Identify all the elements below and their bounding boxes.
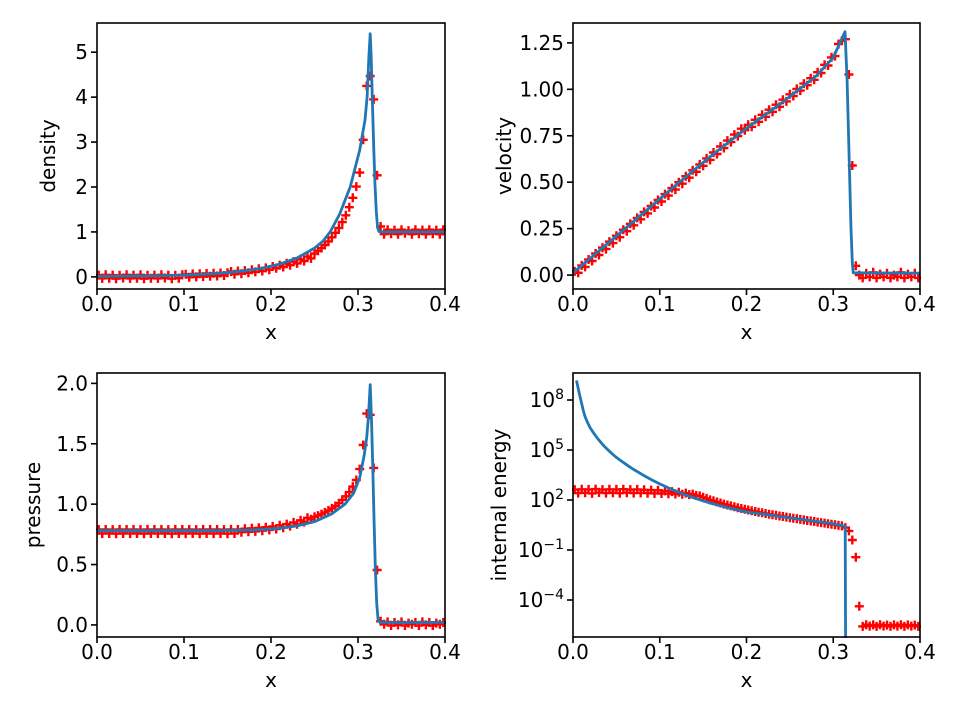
- density-ylabel: density: [36, 119, 60, 192]
- internal_energy-ylabel: internal energy: [487, 428, 511, 581]
- velocity-axes-box: [572, 22, 921, 290]
- internal_energy-y-tick-label: 10−1: [518, 537, 564, 562]
- velocity-exact-solution-line: [572, 30, 921, 275]
- pressure-y-tick-label: 0.5: [56, 553, 88, 577]
- velocity-y-tick-label: 1.00: [519, 77, 564, 101]
- density-x-tick-label: 0.1: [168, 292, 200, 316]
- subplot-pressure: 0.0 0.1 0.2 0.3 0.4 0.0 0.5 1.0 1.5 2.0 x pressure: [21, 371, 461, 692]
- velocity-ylabel: velocity: [492, 117, 516, 195]
- density-simulation-markers: [96, 71, 446, 284]
- density-xlabel: x: [265, 320, 277, 344]
- density-y-tick-label: 4: [75, 85, 88, 109]
- pressure-x-tick-label: 0.3: [342, 640, 374, 664]
- velocity-x-tick-label: 0.2: [731, 292, 763, 316]
- internal_energy-x-tick-label: 0.4: [904, 640, 936, 664]
- internal_energy-xlabel: x: [741, 668, 753, 692]
- internal_energy-exact-solution-line: [575, 380, 847, 638]
- density-x-tick-label: 0.3: [342, 292, 374, 316]
- subplot-internal-energy: 0.0 0.1 0.2 0.3 0.4 108 105 102 10−1 10−4 x interna…: [487, 372, 936, 692]
- velocity-y-tick-label: 0.50: [519, 170, 564, 194]
- pressure-xlabel: x: [265, 668, 277, 692]
- velocity-y-tick-label: 0.75: [519, 124, 564, 148]
- pressure-plot-area: [96, 383, 446, 630]
- density-x-tick-label: 0.4: [429, 292, 461, 316]
- velocity-x-tick-label: 0.4: [904, 292, 936, 316]
- pressure-x-tick-label: 0.0: [81, 640, 113, 664]
- velocity-y-tick-label: 0.00: [519, 263, 564, 287]
- velocity-y-tick-label: 0.25: [519, 217, 564, 241]
- velocity-x-tick-label: 0.3: [817, 292, 849, 316]
- pressure-exact-solution-line: [97, 383, 445, 624]
- internal_energy-y-tick-label: 105: [530, 437, 564, 462]
- internal_energy-x-tick-label: 0.3: [817, 640, 849, 664]
- pressure-axes-box: [96, 372, 446, 638]
- internal_energy-x-tick-label: 0.1: [644, 640, 676, 664]
- internal_energy-y-tick-label: 10−4: [518, 587, 564, 612]
- density-y-tick-label: 0: [75, 265, 88, 289]
- pressure-ylabel: pressure: [21, 462, 45, 548]
- velocity-xlabel: x: [741, 320, 753, 344]
- pressure-y-tick-label: 1.0: [56, 492, 88, 516]
- pressure-y-tick-label: 0.0: [56, 613, 88, 637]
- velocity-x-tick-label: 0.0: [557, 292, 589, 316]
- internal_energy-y-tick-label: 102: [530, 487, 564, 512]
- internal_energy-axes-box: [572, 372, 921, 638]
- density-y-tick-label: 3: [75, 130, 88, 154]
- subplot-velocity: 0.0 0.1 0.2 0.3 0.4 0.00 0.25 0.50 0.75 1.00 1.25 x…: [492, 22, 936, 344]
- density-y-tick-label: 1: [75, 220, 88, 244]
- density-y-tick-label: 2: [75, 175, 88, 199]
- internal_energy-y-tick-label: 108: [530, 387, 564, 412]
- pressure-x-tick-label: 0.4: [429, 640, 461, 664]
- pressure-y-tick-label: 2.0: [56, 371, 88, 395]
- pressure-x-tick-label: 0.2: [255, 640, 287, 664]
- internal_energy-x-tick-label: 0.2: [731, 640, 763, 664]
- density-x-tick-label: 0.2: [255, 292, 287, 316]
- density-y-tick-label: 5: [75, 40, 88, 64]
- velocity-simulation-markers: [572, 34, 921, 283]
- internal_energy-plot-area: [572, 380, 921, 638]
- pressure-y-tick-label: 1.5: [56, 432, 88, 456]
- velocity-plot-area: [572, 30, 921, 283]
- internal_energy-x-tick-label: 0.0: [557, 640, 589, 664]
- pressure-simulation-markers: [96, 409, 446, 630]
- pressure-x-tick-label: 0.1: [168, 640, 200, 664]
- subplot-density: 0.0 0.1 0.2 0.3 0.4 0 1 2 3 4 5 x density: [36, 22, 461, 344]
- velocity-y-tick-label: 1.25: [519, 31, 564, 55]
- velocity-x-tick-label: 0.1: [644, 292, 676, 316]
- density-exact-solution-line: [96, 32, 445, 278]
- density-plot-area: [96, 32, 446, 284]
- density-axes-box: [96, 22, 446, 290]
- internal_energy-simulation-markers: [572, 484, 921, 631]
- density-x-tick-label: 0.0: [81, 292, 113, 316]
